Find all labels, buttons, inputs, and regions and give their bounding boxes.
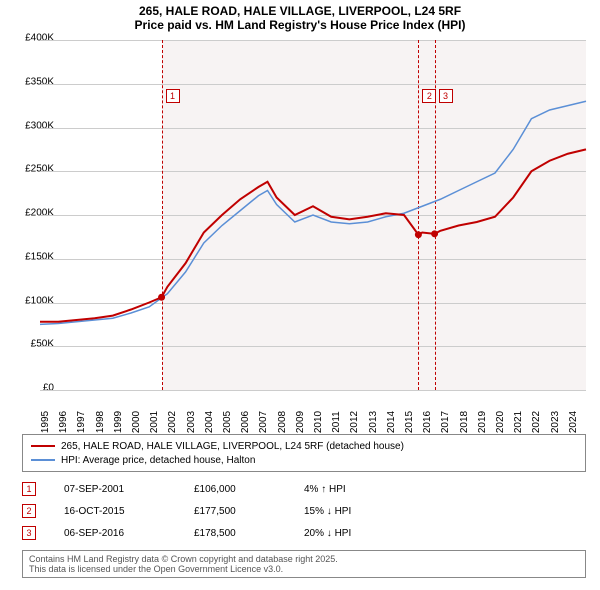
x-axis-label: 2013 bbox=[368, 411, 379, 433]
chart-area: 123 bbox=[40, 40, 586, 390]
chart-subtitle: Price paid vs. HM Land Registry's House … bbox=[0, 18, 600, 32]
x-axis-label: 2018 bbox=[459, 411, 470, 433]
x-axis-label: 2022 bbox=[531, 411, 542, 433]
transaction-price: £178,500 bbox=[194, 528, 304, 539]
transaction-row: 1 07-SEP-2001£106,0004% ↑ HPI bbox=[22, 478, 414, 500]
x-axis-label: 1997 bbox=[76, 411, 87, 433]
legend-item: 265, HALE ROAD, HALE VILLAGE, LIVERPOOL,… bbox=[31, 439, 577, 453]
transaction-diff: 15% ↓ HPI bbox=[304, 506, 414, 517]
x-axis-label: 2014 bbox=[386, 411, 397, 433]
chart-title: 265, HALE ROAD, HALE VILLAGE, LIVERPOOL,… bbox=[0, 0, 600, 18]
x-axis-label: 2003 bbox=[186, 411, 197, 433]
gridline bbox=[40, 390, 586, 391]
legend-item: HPI: Average price, detached house, Halt… bbox=[31, 453, 577, 467]
x-axis-label: 2019 bbox=[477, 411, 488, 433]
x-axis-label: 2001 bbox=[149, 411, 160, 433]
transaction-num: 1 bbox=[22, 482, 36, 496]
legend-swatch bbox=[31, 445, 55, 447]
footer-line1: Contains HM Land Registry data © Crown c… bbox=[29, 554, 579, 564]
x-axis-label: 1998 bbox=[95, 411, 106, 433]
x-axis-label: 2012 bbox=[349, 411, 360, 433]
x-axis-label: 2006 bbox=[240, 411, 251, 433]
x-axis-label: 2021 bbox=[513, 411, 524, 433]
x-axis-label: 2004 bbox=[204, 411, 215, 433]
series-line bbox=[40, 101, 586, 324]
transaction-num: 3 bbox=[22, 526, 36, 540]
series-line bbox=[40, 149, 586, 321]
transaction-date: 16-OCT-2015 bbox=[64, 506, 194, 517]
sale-point bbox=[415, 231, 422, 238]
legend-swatch bbox=[31, 459, 55, 461]
transaction-diff: 20% ↓ HPI bbox=[304, 528, 414, 539]
x-axis-label: 2015 bbox=[404, 411, 415, 433]
legend-label: HPI: Average price, detached house, Halt… bbox=[61, 455, 255, 466]
transaction-num: 2 bbox=[22, 504, 36, 518]
x-axis-label: 1999 bbox=[113, 411, 124, 433]
x-axis-label: 2007 bbox=[258, 411, 269, 433]
x-axis-label: 2008 bbox=[277, 411, 288, 433]
transaction-date: 07-SEP-2001 bbox=[64, 484, 194, 495]
transaction-row: 3 06-SEP-2016£178,50020% ↓ HPI bbox=[22, 522, 414, 544]
transaction-diff: 4% ↑ HPI bbox=[304, 484, 414, 495]
x-axis-label: 2009 bbox=[295, 411, 306, 433]
line-chart bbox=[40, 40, 586, 390]
x-axis-label: 1996 bbox=[58, 411, 69, 433]
x-axis-label: 1995 bbox=[40, 411, 51, 433]
x-axis-label: 2017 bbox=[440, 411, 451, 433]
x-axis-label: 2020 bbox=[495, 411, 506, 433]
attribution-footer: Contains HM Land Registry data © Crown c… bbox=[22, 550, 586, 578]
x-axis-label: 2016 bbox=[422, 411, 433, 433]
x-axis-label: 2002 bbox=[167, 411, 178, 433]
footer-line2: This data is licensed under the Open Gov… bbox=[29, 564, 579, 574]
x-axis-label: 2005 bbox=[222, 411, 233, 433]
x-axis-label: 2011 bbox=[331, 411, 342, 433]
transaction-row: 2 16-OCT-2015£177,50015% ↓ HPI bbox=[22, 500, 414, 522]
legend-label: 265, HALE ROAD, HALE VILLAGE, LIVERPOOL,… bbox=[61, 441, 404, 452]
x-axis-label: 2000 bbox=[131, 411, 142, 433]
transaction-price: £177,500 bbox=[194, 506, 304, 517]
x-axis-label: 2023 bbox=[550, 411, 561, 433]
transaction-price: £106,000 bbox=[194, 484, 304, 495]
x-axis-label: 2024 bbox=[568, 411, 579, 433]
sale-point bbox=[158, 294, 165, 301]
transaction-date: 06-SEP-2016 bbox=[64, 528, 194, 539]
sale-point bbox=[431, 230, 438, 237]
legend-box: 265, HALE ROAD, HALE VILLAGE, LIVERPOOL,… bbox=[22, 434, 586, 472]
x-axis-label: 2010 bbox=[313, 411, 324, 433]
transactions-table: 1 07-SEP-2001£106,0004% ↑ HPI 2 16-OCT-2015… bbox=[22, 478, 414, 544]
